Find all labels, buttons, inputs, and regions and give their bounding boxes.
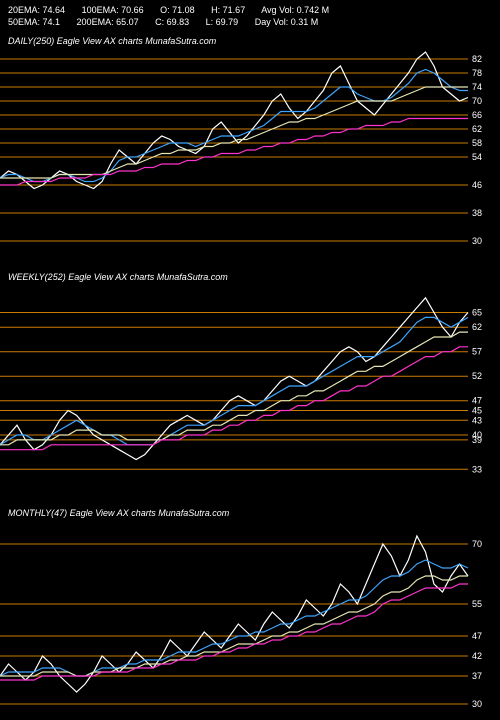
chart-container: 20EMA: 74.64 100EMA: 70.66 O: 71.08 H: 7… (0, 0, 500, 720)
svg-text:66: 66 (472, 110, 482, 120)
stat-low: L: 69.79 (206, 17, 239, 27)
header-stats: 20EMA: 74.64 100EMA: 70.66 O: 71.08 H: 7… (8, 4, 343, 28)
svg-text:47: 47 (472, 396, 482, 406)
svg-text:55: 55 (472, 599, 482, 609)
stat-ema50: 50EMA: 74.1 (8, 17, 60, 27)
svg-text:43: 43 (472, 415, 482, 425)
svg-text:57: 57 (472, 347, 482, 357)
svg-text:70: 70 (472, 96, 482, 106)
series-ema200 (0, 584, 468, 680)
svg-text:74: 74 (472, 82, 482, 92)
svg-text:46: 46 (472, 180, 482, 190)
stat-ema20: 20EMA: 74.64 (8, 5, 65, 15)
series-ema20 (0, 560, 468, 676)
chart-panel-2: MONTHLY(47) Eagle View AX charts MunafaS… (0, 506, 500, 716)
svg-text:37: 37 (472, 671, 482, 681)
chart-svg: 30 37 42 47 55 70 (0, 506, 500, 716)
svg-text:78: 78 (472, 68, 482, 78)
stat-high: H: 71.67 (211, 5, 245, 15)
svg-text:30: 30 (472, 699, 482, 709)
stat-dayvol: Day Vol: 0.31 M (255, 17, 319, 27)
panel-title: WEEKLY(252) Eagle View AX charts MunafaS… (8, 272, 228, 282)
svg-text:33: 33 (472, 464, 482, 474)
svg-text:82: 82 (472, 54, 482, 64)
chart-panel-0: DAILY(250) Eagle View AX charts MunafaSu… (0, 34, 500, 252)
panel-title: DAILY(250) Eagle View AX charts MunafaSu… (8, 36, 216, 46)
svg-text:38: 38 (472, 208, 482, 218)
chart-panel-1: WEEKLY(252) Eagle View AX charts MunafaS… (0, 270, 500, 488)
chart-svg: 33394043454752576265 (0, 270, 500, 488)
panel-title: MONTHLY(47) Eagle View AX charts MunafaS… (8, 508, 229, 518)
svg-text:52: 52 (472, 371, 482, 381)
svg-text:47: 47 (472, 631, 482, 641)
stat-avgvol: Avg Vol: 0.742 M (261, 5, 329, 15)
series-price (0, 52, 468, 189)
chart-svg: 30 38 46 54 58 62 66 70 74 78 82 (0, 34, 500, 252)
series-ema50 (0, 332, 468, 445)
stat-ema100: 100EMA: 70.66 (82, 5, 144, 15)
svg-text:65: 65 (472, 308, 482, 318)
svg-text:58: 58 (472, 138, 482, 148)
stat-ema200: 200EMA: 65.07 (77, 17, 139, 27)
stat-close: C: 69.83 (155, 17, 189, 27)
svg-text:45: 45 (472, 406, 482, 416)
series-ema50 (0, 576, 468, 676)
svg-text:62: 62 (472, 322, 482, 332)
svg-text:54: 54 (472, 152, 482, 162)
svg-text:70: 70 (472, 539, 482, 549)
svg-text:30: 30 (472, 236, 482, 246)
series-price (0, 536, 468, 692)
svg-text:42: 42 (472, 651, 482, 661)
svg-text:62: 62 (472, 124, 482, 134)
svg-text:40: 40 (472, 430, 482, 440)
stat-open: O: 71.08 (160, 5, 195, 15)
